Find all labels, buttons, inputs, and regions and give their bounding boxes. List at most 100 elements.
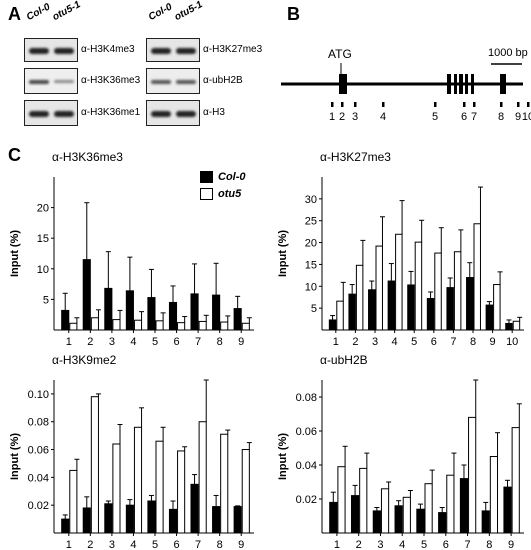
primer-label: 9 (515, 111, 521, 123)
x-tick-label: 5 (411, 336, 417, 347)
bar-col0 (61, 518, 70, 534)
x-tick-label: 3 (372, 336, 378, 347)
y-tick-label: 0.10 (28, 389, 49, 401)
bar-otu5 (90, 396, 99, 534)
x-tick-label: 3 (109, 539, 115, 550)
primer-label: 4 (380, 111, 386, 123)
bar-otu5 (90, 317, 99, 331)
x-tick-label: 6 (431, 336, 437, 347)
bar-otu5 (198, 421, 207, 534)
panel-letter-c: C (8, 145, 21, 165)
bar-otu5 (355, 264, 364, 331)
primer-tick (473, 102, 476, 107)
x-tick-label: 9 (508, 539, 514, 550)
bar-col0 (416, 508, 425, 534)
x-tick-label: 7 (464, 539, 470, 550)
bar-otu5 (177, 450, 186, 534)
bar-otu5 (337, 466, 346, 534)
blot-h3k27me3 (146, 38, 200, 62)
x-tick-label: 8 (217, 336, 223, 347)
chart-h3k9me2: α-H3K9me2 Input (%) 0.02 0.04 0.06 0.08 0.10 1 2… (9, 353, 254, 550)
blot-h3k36me3 (24, 68, 78, 94)
y-tick-label: 20 (37, 203, 49, 215)
bar-otu5 (198, 320, 207, 331)
bar-col0 (82, 259, 91, 331)
bar-col0 (82, 507, 91, 534)
atg-label: ATG (328, 47, 352, 61)
bar-col0 (233, 308, 242, 331)
legend-swatch-col0 (200, 171, 213, 183)
x-tick-label: 6 (443, 539, 449, 550)
bar-col0 (329, 501, 338, 534)
x-tick-label: 1 (66, 336, 72, 347)
bar-otu5 (473, 223, 481, 331)
chart-title: α-H3K36me3 (52, 150, 123, 164)
bar-otu5 (489, 456, 499, 534)
bar-col0 (190, 293, 199, 331)
blot-h3 (146, 100, 200, 126)
x-tick-label: 5 (152, 539, 158, 550)
x-tick-label: 7 (450, 336, 456, 347)
legend-item-col0: Col-0 (200, 170, 246, 184)
bar-col0 (481, 510, 490, 534)
exon (459, 74, 463, 94)
lane-label-col0-left: Col-0 (24, 1, 53, 24)
bar-otu5 (69, 322, 78, 331)
y-tick-label: 5 (311, 303, 317, 315)
y-axis-label: Input (%) (9, 433, 21, 480)
primer-tick (382, 102, 385, 107)
y-axis-label: Input (%) (277, 433, 289, 480)
bar-col0 (147, 500, 156, 534)
bar-col0 (503, 486, 512, 534)
y-tick-label: 5 (43, 294, 49, 306)
y-tick-label: 0.04 (296, 460, 317, 472)
x-tick-label: 5 (421, 539, 427, 550)
primer-tick (517, 102, 520, 107)
blot-label-h3k36me3: α-H3K36me3 (81, 75, 141, 86)
bar-otu5 (241, 322, 250, 331)
x-tick-label: 8 (217, 539, 223, 550)
bar-otu5 (446, 474, 455, 534)
bar-otu5 (112, 443, 121, 534)
lane-label-otu5-left: otu5-1 (50, 0, 83, 23)
x-tick-label: 3 (109, 336, 115, 347)
bar-otu5 (375, 245, 383, 331)
x-tick-label: 5 (152, 336, 158, 347)
bar-col0 (426, 298, 435, 331)
scale-label: 1000 bp (488, 47, 528, 59)
exon (465, 74, 468, 94)
x-tick-label: 1 (66, 539, 72, 550)
x-tick-label: 9 (238, 539, 244, 550)
bar-col0 (147, 297, 156, 331)
y-tick-label: 30 (305, 194, 317, 206)
bar-otu5 (241, 449, 250, 534)
x-tick-label: 9 (490, 336, 496, 347)
exon (454, 74, 457, 94)
bar-otu5 (511, 427, 520, 534)
bar-col0 (328, 319, 337, 331)
bar-col0 (368, 289, 376, 331)
bar-col0 (372, 510, 381, 534)
bar-col0 (446, 287, 454, 331)
chart-h3k36me3: α-H3K36me3 Input (%) 5 10 15 20 1 2 3 4 5 6 7 8 9 (9, 150, 254, 347)
x-tick-label: 2 (87, 539, 93, 550)
primer-label: 3 (352, 111, 358, 123)
x-tick-label: 6 (173, 336, 179, 347)
primer-tick (341, 102, 344, 107)
x-tick-label: 3 (377, 539, 383, 550)
chart-title: α-H3K27me3 (320, 150, 391, 164)
x-tick-label: 4 (399, 539, 405, 550)
bar-otu5 (380, 488, 390, 534)
bar-col0 (233, 506, 242, 534)
primer-tick (434, 102, 437, 107)
primer-label: 2 (339, 111, 345, 123)
primer-tick (463, 102, 466, 107)
primer-label: 5 (432, 111, 438, 123)
bar-otu5 (112, 319, 121, 331)
y-tick-label: 15 (305, 259, 317, 271)
lane-label-col0-right: Col-0 (146, 1, 175, 24)
exon (339, 74, 347, 94)
panel-letter-a: A (8, 4, 21, 24)
